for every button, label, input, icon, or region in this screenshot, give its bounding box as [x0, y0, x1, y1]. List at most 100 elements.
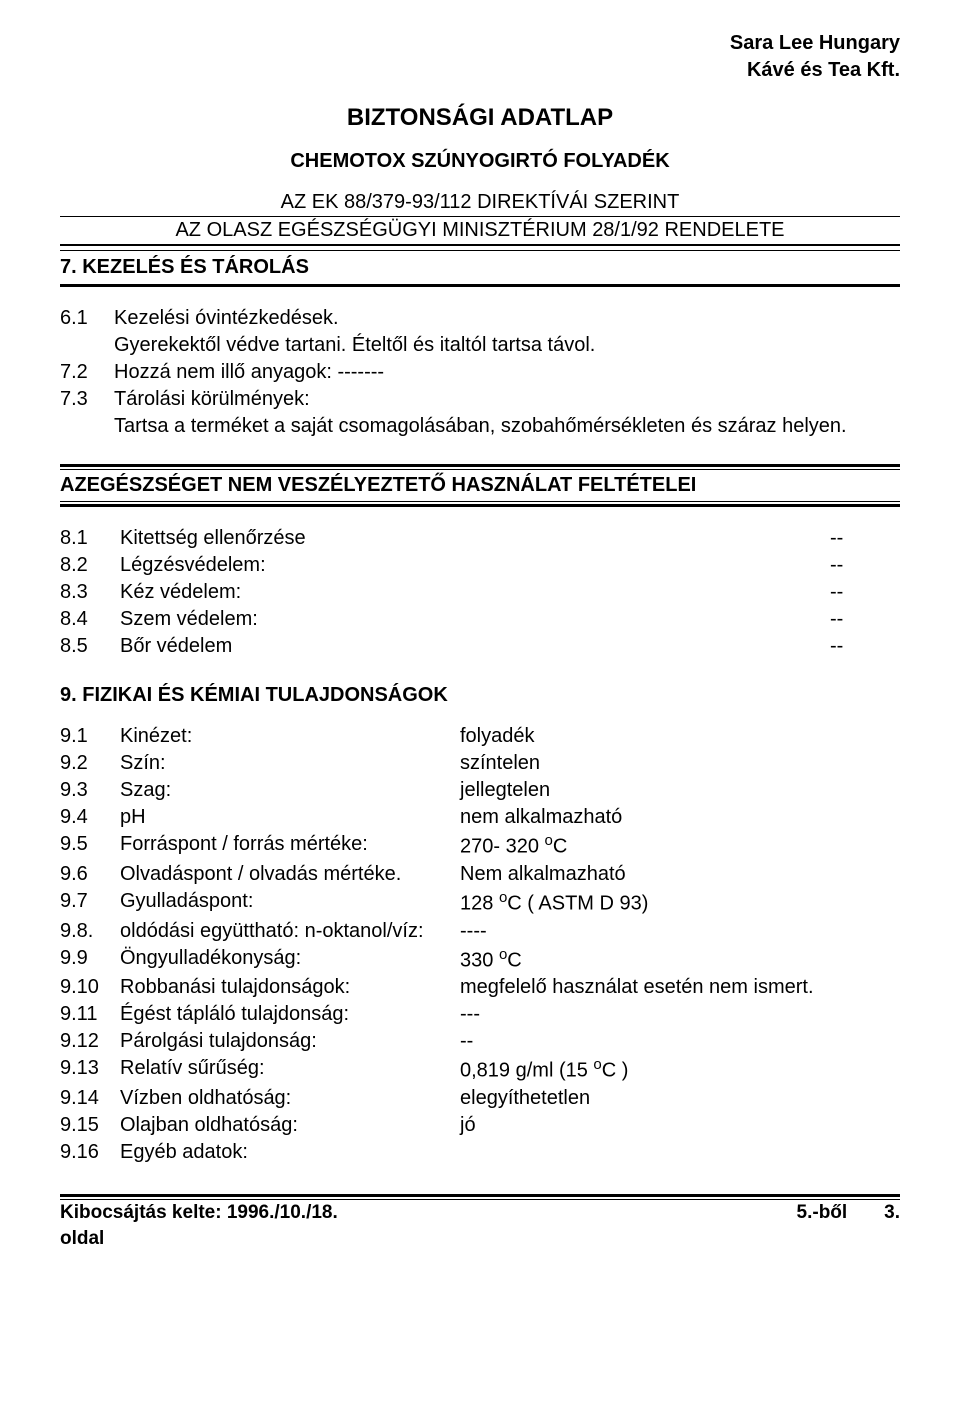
prop-val [460, 1139, 900, 1166]
prop-val: megfelelő használat esetén nem ismert. [460, 974, 900, 1001]
para-text: Hozzá nem illő anyagok: ------- [114, 359, 900, 386]
prop-num: 9.9 [60, 945, 120, 975]
prop-row: 9.3Szag:jellegtelen [60, 777, 900, 804]
footer: Kibocsájtás kelte: 1996./10./18. 5.-ből … [60, 1194, 900, 1251]
para-text: Gyerekektől védve tartani. Ételtől és it… [114, 332, 900, 359]
prop-val: 128 oC ( ASTM D 93) [460, 888, 900, 918]
para-num [60, 413, 114, 440]
directive-line1: AZ EK 88/379-93/112 DIREKTÍVÁI SZERINT [60, 189, 900, 216]
footer-oldal: oldal [60, 1226, 900, 1252]
company-line2: Kávé és Tea Kft. [60, 57, 900, 84]
prop-val: 330 oC [460, 945, 900, 975]
prop-label: pH [120, 804, 460, 831]
prop-num: 9.5 [60, 831, 120, 861]
doc-subtitle: CHEMOTOX SZÚNYOGIRTÓ FOLYADÉK [60, 148, 900, 175]
prop-num: 9.11 [60, 1001, 120, 1028]
prop-row: 9.7Gyulladáspont:128 oC ( ASTM D 93) [60, 888, 900, 918]
directive-line2: AZ OLASZ EGÉSZSÉGÜGYI MINISZTÉRIUM 28/1/… [60, 217, 900, 244]
prop-row: 9.5Forráspont / forrás mértéke:270- 320 … [60, 831, 900, 861]
prop-row: 9.11Égést tápláló tulajdonság:--- [60, 1001, 900, 1028]
footer-issue-date: Kibocsájtás kelte: 1996./10./18. [60, 1200, 338, 1226]
list-label: Légzésvédelem: [120, 552, 830, 579]
list-row: 8.4Szem védelem:-- [60, 606, 900, 633]
prop-row: 9.1Kinézet:folyadék [60, 723, 900, 750]
prop-label: Vízben oldhatóság: [120, 1085, 460, 1112]
prop-val: folyadék [460, 723, 900, 750]
prop-label: Forráspont / forrás mértéke: [120, 831, 460, 861]
prop-label: Robbanási tulajdonságok: [120, 974, 460, 1001]
para-row: 6.1Kezelési óvintézkedések. [60, 305, 900, 332]
list-val: -- [830, 579, 900, 606]
company-line1: Sara Lee Hungary [60, 30, 900, 57]
prop-label: Égést tápláló tulajdonság: [120, 1001, 460, 1028]
para-row: 7.3Tárolási körülmények: [60, 386, 900, 413]
list-val: -- [830, 552, 900, 579]
para-num [60, 332, 114, 359]
para-text: Tartsa a terméket a saját csomagolásában… [114, 413, 900, 440]
prop-num: 9.1 [60, 723, 120, 750]
prop-row: 9.6Olvadáspont / olvadás mértéke.Nem alk… [60, 861, 900, 888]
list-num: 8.2 [60, 552, 120, 579]
para-num: 7.3 [60, 386, 114, 413]
divider [60, 1194, 900, 1197]
prop-num: 9.12 [60, 1028, 120, 1055]
prop-val: -- [460, 1028, 900, 1055]
prop-label: Szag: [120, 777, 460, 804]
section9-heading: 9. FIZIKAI ÉS KÉMIAI TULAJDONSÁGOK [60, 682, 900, 709]
prop-num: 9.16 [60, 1139, 120, 1166]
prop-val: 0,819 g/ml (15 oC ) [460, 1055, 900, 1085]
prop-row: 9.14Vízben oldhatóság:elegyíthetetlen [60, 1085, 900, 1112]
doc-title: BIZTONSÁGI ADATLAP [60, 102, 900, 134]
list-label: Kéz védelem: [120, 579, 830, 606]
section7-body: 6.1Kezelési óvintézkedések.Gyerekektől v… [60, 305, 900, 440]
prop-row: 9.15Olajban oldhatóság:jó [60, 1112, 900, 1139]
prop-num: 9.4 [60, 804, 120, 831]
prop-row: 9.13Relatív sűrűség:0,819 g/ml (15 oC ) [60, 1055, 900, 1085]
para-text: Tárolási körülmények: [114, 386, 900, 413]
prop-val: színtelen [460, 750, 900, 777]
prop-val: jó [460, 1112, 900, 1139]
para-num: 7.2 [60, 359, 114, 386]
prop-row: 9.12Párolgási tulajdonság:-- [60, 1028, 900, 1055]
list-row: 8.2Légzésvédelem:-- [60, 552, 900, 579]
section7-heading: 7. KEZELÉS ÉS TÁROLÁS [60, 251, 900, 287]
prop-label: Gyulladáspont: [120, 888, 460, 918]
prop-val: Nem alkalmazható [460, 861, 900, 888]
prop-row: 9.10Robbanási tulajdonságok:megfelelő ha… [60, 974, 900, 1001]
prop-label: Olajban oldhatóság: [120, 1112, 460, 1139]
list-val: -- [830, 606, 900, 633]
list-row: 8.3Kéz védelem:-- [60, 579, 900, 606]
prop-row: 9.16Egyéb adatok: [60, 1139, 900, 1166]
section8-body: 8.1Kitettség ellenőrzése--8.2Légzésvédel… [60, 525, 900, 660]
prop-label: Öngyulladékonyság: [120, 945, 460, 975]
para-row: Gyerekektől védve tartani. Ételtől és it… [60, 332, 900, 359]
section8-rule-wrap: AZEGÉSZSÉGET NEM VESZÉLYEZTETŐ HASZNÁLAT… [60, 464, 900, 507]
prop-label: Kinézet: [120, 723, 460, 750]
prop-num: 9.6 [60, 861, 120, 888]
prop-label: Párolgási tulajdonság: [120, 1028, 460, 1055]
prop-row: 9.9Öngyulladékonyság:330 oC [60, 945, 900, 975]
list-num: 8.3 [60, 579, 120, 606]
list-label: Bőr védelem [120, 633, 830, 660]
list-val: -- [830, 633, 900, 660]
list-row: 8.1Kitettség ellenőrzése-- [60, 525, 900, 552]
para-text: Kezelési óvintézkedések. [114, 305, 900, 332]
para-row: 7.2Hozzá nem illő anyagok: ------- [60, 359, 900, 386]
prop-row: 9.8.oldódási együttható: n-oktanol/víz: … [60, 918, 900, 945]
para-num: 6.1 [60, 305, 114, 332]
prop-label: oldódási együttható: n-oktanol/víz: [120, 918, 460, 945]
list-num: 8.1 [60, 525, 120, 552]
prop-val: elegyíthetetlen [460, 1085, 900, 1112]
prop-num: 9.13 [60, 1055, 120, 1085]
prop-num: 9.15 [60, 1112, 120, 1139]
prop-val: --- [460, 1001, 900, 1028]
prop-num: 9.3 [60, 777, 120, 804]
prop-row: 9.4pHnem alkalmazható [60, 804, 900, 831]
footer-right-a: 5.-ből [797, 1202, 848, 1223]
prop-val: jellegtelen [460, 777, 900, 804]
prop-label: Olvadáspont / olvadás mértéke. [120, 861, 460, 888]
section8-heading: AZEGÉSZSÉGET NEM VESZÉLYEZTETŐ HASZNÁLAT… [60, 469, 900, 502]
prop-num: 9.14 [60, 1085, 120, 1112]
directive-block: AZ EK 88/379-93/112 DIREKTÍVÁI SZERINT A… [60, 189, 900, 246]
prop-val: nem alkalmazható [460, 804, 900, 831]
